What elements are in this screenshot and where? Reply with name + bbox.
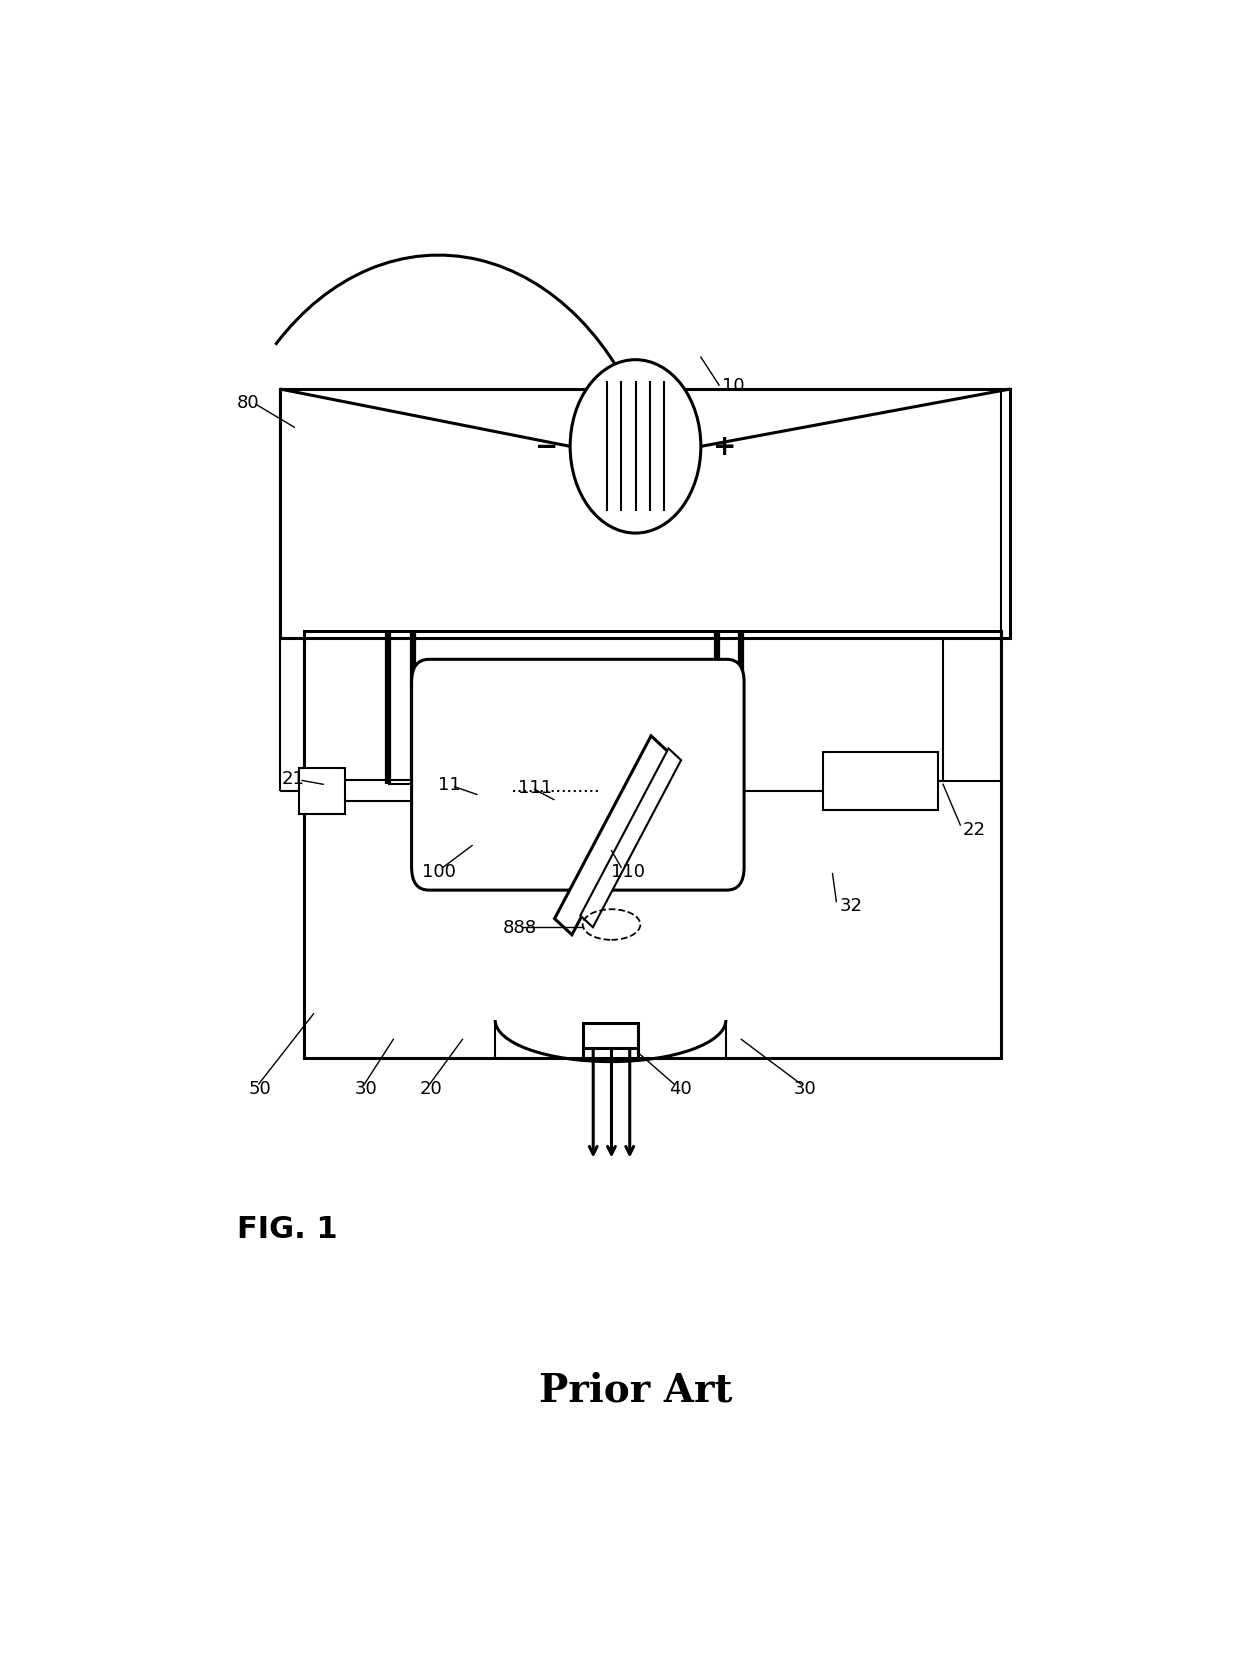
Text: 110: 110: [611, 862, 646, 880]
Bar: [823, 753, 939, 811]
Text: 30: 30: [355, 1079, 378, 1097]
Text: 22: 22: [962, 821, 986, 839]
Text: 40: 40: [670, 1079, 692, 1097]
Bar: [280, 389, 1011, 639]
Text: 10: 10: [722, 377, 744, 396]
Text: FIG. 1: FIG. 1: [237, 1213, 337, 1243]
Text: 20: 20: [419, 1079, 441, 1097]
Text: 80: 80: [237, 394, 259, 412]
Text: 11: 11: [439, 776, 461, 794]
Polygon shape: [580, 750, 681, 928]
Text: +: +: [713, 434, 737, 462]
Bar: [583, 1023, 639, 1049]
Text: 111: 111: [518, 778, 552, 796]
FancyBboxPatch shape: [412, 660, 744, 890]
Circle shape: [570, 361, 701, 535]
Bar: [299, 768, 345, 814]
Text: 21: 21: [281, 770, 305, 788]
Text: 32: 32: [839, 897, 862, 915]
Text: 30: 30: [794, 1079, 817, 1097]
Bar: [304, 632, 1001, 1059]
Polygon shape: [554, 736, 668, 935]
Text: 100: 100: [422, 862, 456, 880]
Text: −: −: [534, 434, 558, 462]
Text: 888: 888: [503, 919, 537, 937]
Text: 50: 50: [248, 1079, 272, 1097]
Text: Prior Art: Prior Art: [539, 1370, 732, 1408]
